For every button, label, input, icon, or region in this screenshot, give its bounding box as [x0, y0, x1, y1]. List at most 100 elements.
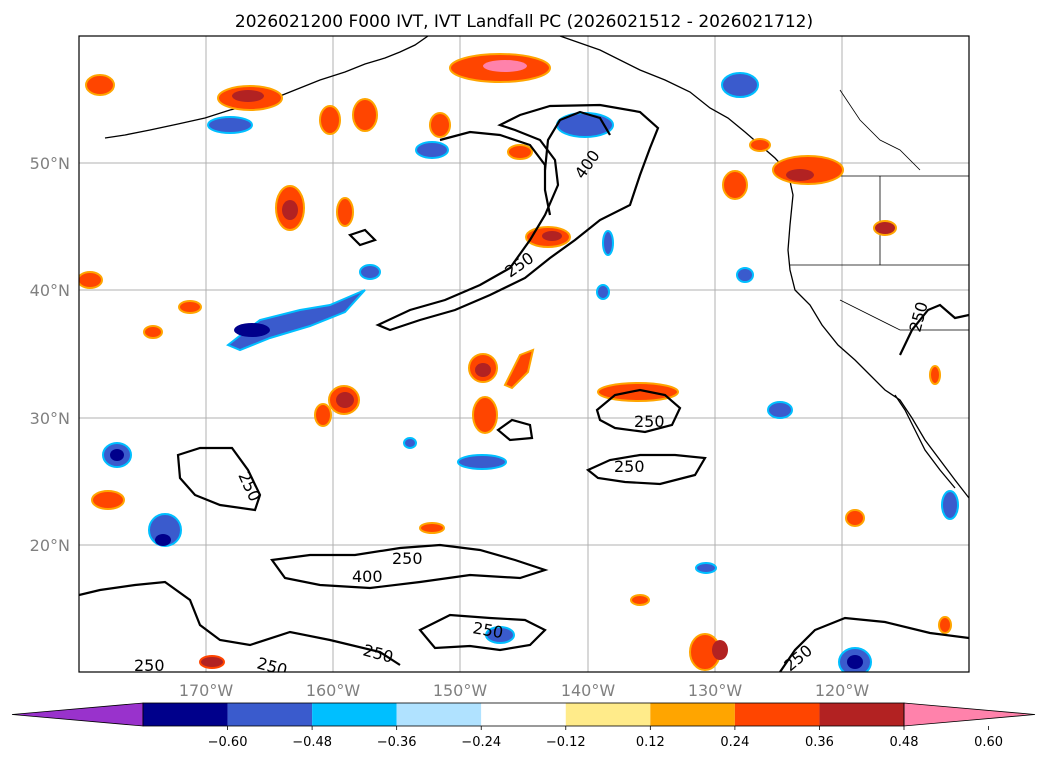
ivt-contour-250-coast [779, 616, 969, 672]
ivt-patch-positive [503, 348, 535, 390]
ivt-patch-positive [143, 325, 163, 339]
ivt-patch-negative [485, 626, 515, 644]
colorbar-tick-label: −0.12 [546, 735, 586, 750]
state-border-3 [839, 299, 969, 331]
ivt-patch-strong [232, 90, 264, 102]
ivt-patch-strong [873, 220, 897, 236]
ivt-patch-positive [749, 138, 771, 152]
colorbar-segment [227, 703, 313, 726]
colorbar-extend-low [11, 702, 144, 727]
ivt-contour-250-bottom [79, 580, 401, 666]
ivt-contour-small [496, 418, 534, 442]
colorbar-tick-label: −0.60 [208, 735, 248, 750]
ivt-patch-positive [419, 522, 445, 534]
lat-label: 20°N [30, 536, 70, 555]
colorbar-tick-label: 0.36 [805, 735, 834, 750]
ivt-contour-400 [439, 130, 552, 216]
figure-title: 2026021200 F000 IVT, IVT Landfall PC (20… [235, 12, 813, 32]
bc-border [839, 89, 921, 171]
colorbar-segment [734, 703, 820, 726]
lat-label: 40°N [30, 281, 70, 300]
ivt-patch-negative [457, 454, 507, 470]
ivt-patch-positive [938, 616, 952, 634]
colorbar-tick-label: −0.36 [377, 735, 417, 750]
ivt-patch-negative [207, 116, 253, 134]
latitude-labels: 50°N 40°N 30°N 20°N [30, 154, 70, 555]
ivt-patch-negative [721, 72, 759, 98]
lon-label: 140°W [561, 681, 616, 700]
ivt-patch-positive [352, 98, 378, 132]
ivt-patch-negative [602, 230, 614, 256]
colorbar-segment [143, 703, 228, 726]
ivt-patch-strong [282, 200, 298, 220]
ivt-shading [79, 53, 959, 672]
ivt-patch-strong-negative [155, 534, 171, 546]
contour-label: 250 [134, 656, 165, 675]
ivt-patch-negative [767, 401, 793, 419]
ivt-contour-250-bottom-b [418, 613, 547, 652]
ivt-patch-negative [736, 267, 754, 283]
ivt-patch-positive [722, 170, 748, 200]
ivt-patch-peak [483, 60, 527, 72]
ivt-contour-400b [543, 110, 611, 171]
contour-label: 400 [352, 567, 383, 586]
map-frame [78, 35, 970, 673]
ivt-patch-positive [597, 382, 679, 402]
ivt-patch-positive [336, 197, 354, 227]
colorbar-segment [396, 703, 482, 726]
colorbar-tick-label: 0.48 [890, 735, 919, 750]
ivt-contour-250 [375, 103, 660, 332]
colorbar-segment [819, 703, 904, 726]
ivt-contour-250-west [176, 446, 262, 512]
contour-label: 250 [634, 412, 665, 431]
ivt-patch-strong [336, 392, 354, 408]
ivt-patch-positive [91, 490, 125, 510]
ivt-contours [79, 103, 969, 672]
ivt-patch-positive [79, 271, 103, 289]
lon-label: 170°W [179, 681, 234, 700]
ivt-patch-positive [319, 105, 341, 135]
colorbar-segment [312, 703, 397, 726]
lon-label: 120°W [815, 681, 870, 700]
ivt-contour-small [347, 228, 378, 247]
ivt-patch-positive [845, 509, 865, 527]
lon-label: 130°W [688, 681, 743, 700]
ivt-patch-strong [542, 231, 562, 241]
ivt-patch-strong-negative [847, 655, 863, 669]
ivt-patch-negative [415, 141, 449, 159]
colorbar-segment [565, 703, 651, 726]
colorbar-tick-label: 0.12 [636, 735, 665, 750]
colorbar-tick-label: −0.24 [461, 735, 501, 750]
north-america-coastline [559, 36, 969, 499]
colorbar-extend-high [903, 702, 1036, 727]
alaska-coastline [104, 36, 429, 139]
lon-label: 150°W [433, 681, 488, 700]
ivt-patch-positive [630, 594, 650, 606]
ivt-patch-positive [85, 74, 115, 96]
lat-label: 50°N [30, 154, 70, 173]
ivt-patch-negative [695, 562, 717, 574]
ivt-contour-250-coast-b [899, 303, 969, 356]
baja-coastline [894, 394, 956, 489]
ivt-patch-positive [507, 144, 533, 160]
ivt-patch-positive [314, 403, 332, 427]
ivt-patch-strong [712, 640, 728, 660]
colorbar-outline [142, 702, 905, 727]
lon-label: 160°W [306, 681, 361, 700]
coastlines [104, 36, 969, 499]
colorbar-segment [650, 703, 735, 726]
ivt-patch-strong [475, 363, 491, 377]
colorbar-tick-label: 0.60 [974, 735, 1003, 750]
ivt-patch-strong [786, 169, 814, 181]
ivt-patch-positive [178, 300, 202, 314]
colorbar-segment [481, 703, 566, 726]
map-panel: 400 250 250 250 250 250 400 250 250 250 … [78, 35, 970, 675]
ivt-patch-positive [429, 112, 451, 138]
ivt-contour-250-south [270, 543, 549, 590]
ivt-contour-250-east-b [585, 453, 707, 486]
lat-label: 30°N [30, 409, 70, 428]
longitude-labels: 170°W 160°W 150°W 140°W 130°W 120°W [179, 681, 870, 700]
ivt-patch-positive [929, 365, 941, 385]
ivt-patch-strong [199, 655, 225, 669]
